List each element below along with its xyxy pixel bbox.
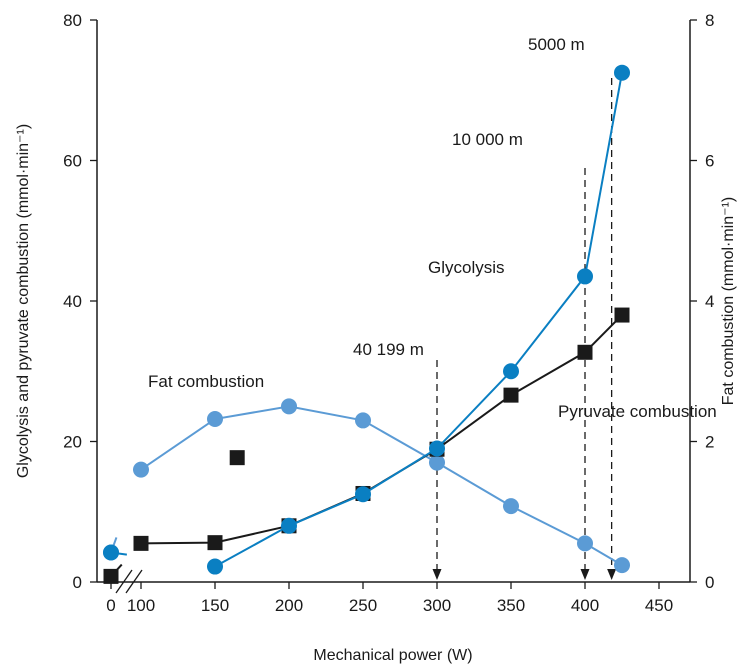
pyruvate-combustion-point <box>207 535 223 551</box>
x-tick-label: 150 <box>201 596 229 615</box>
y-left-tick-label: 20 <box>63 433 82 452</box>
fat-combustion-point <box>577 535 593 552</box>
y-left-axis-title: Glycolysis and pyruvate combustion (mmol… <box>15 124 32 478</box>
pyruvate-combustion-outlier-point <box>229 450 245 466</box>
fat-combustion-point <box>133 461 149 478</box>
y-right-tick-label: 0 <box>705 573 714 592</box>
altitude-markers: 40 199 m 10 000 m 5000 m <box>353 35 617 580</box>
glycolysis-point <box>281 517 297 534</box>
altitude-marker-arrow <box>580 569 590 580</box>
pyruvate-combustion-point <box>133 535 149 551</box>
x-tick-label: 100 <box>127 596 155 615</box>
fat-combustion-point <box>207 411 223 428</box>
pyruvate-combustion-point <box>503 387 519 403</box>
y-right-tick-label: 2 <box>705 433 714 452</box>
pyruvate-combustion-point <box>103 568 119 584</box>
fat-combustion-line <box>140 405 623 567</box>
glycolysis-point <box>355 486 371 503</box>
y-right-tick-label: 4 <box>705 292 714 311</box>
annotation-pyruvate-combustion: Pyruvate combustion <box>558 402 717 421</box>
x-tick-label: 250 <box>349 596 377 615</box>
glycolysis-line <box>214 72 623 568</box>
altitude-marker-arrow <box>607 569 617 580</box>
annotation-glycolysis: Glycolysis <box>428 258 505 277</box>
altitude-marker-label: 40 199 m <box>353 340 424 359</box>
glycolysis-point <box>503 363 519 380</box>
x-axis-break <box>115 569 143 594</box>
pyruvate-combustion-point <box>577 344 593 360</box>
fat-combustion-point <box>429 454 445 471</box>
altitude-marker-label: 10 000 m <box>452 130 523 149</box>
x-axis-title: Mechanical power (W) <box>313 647 472 664</box>
altitude-marker-arrow <box>432 569 442 580</box>
y-left-tick-label: 60 <box>63 152 82 171</box>
glycolysis-point <box>614 64 630 81</box>
x-tick-label: 400 <box>571 596 599 615</box>
fat-combustion-point <box>503 498 519 515</box>
y-left-tick-label: 80 <box>63 11 82 30</box>
glycolysis-point <box>577 268 593 285</box>
annotation-fat-combustion: Fat combustion <box>148 372 264 391</box>
altitude-marker-label: 5000 m <box>528 35 585 54</box>
fat-combustion-point <box>281 398 297 415</box>
glycolysis-point <box>207 558 223 575</box>
glycolysis-point <box>429 440 445 457</box>
glycolysis-point <box>103 544 119 561</box>
x-tick-label: 450 <box>645 596 673 615</box>
y-right-tick-label: 6 <box>705 152 714 171</box>
y-right-tick-label: 8 <box>705 11 714 30</box>
series-layer <box>103 64 630 584</box>
y-left-tick-label: 40 <box>63 292 82 311</box>
x-tick-label: 0 <box>106 596 115 615</box>
x-tick-label: 200 <box>275 596 303 615</box>
x-tick-label: 350 <box>497 596 525 615</box>
fat-combustion-point <box>614 557 630 574</box>
ticks: 0 100 150 200 250 300 350 400 450 0 20 40 60 80 0 2 4 6 8 <box>63 11 714 615</box>
pyruvate-combustion-point <box>614 307 630 323</box>
fat-combustion-point <box>355 412 371 429</box>
x-tick-label: 300 <box>423 596 451 615</box>
y-right-axis-title: Fat combustion (mmol·min⁻¹) <box>720 197 737 405</box>
y-left-tick-label: 0 <box>73 573 82 592</box>
